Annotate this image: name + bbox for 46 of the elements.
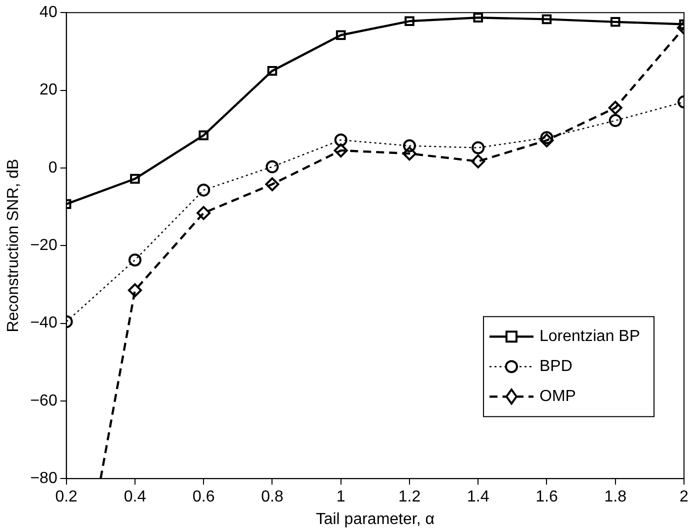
x-tick-label: 0.2 — [55, 488, 78, 506]
legend-label: Lorentzian BP — [539, 328, 640, 346]
point — [473, 12, 484, 23]
y-tick-label: −40 — [30, 314, 58, 332]
point — [267, 66, 278, 76]
point — [128, 253, 142, 266]
point — [472, 141, 485, 154]
point — [197, 184, 210, 197]
point — [196, 206, 211, 220]
x-tick-label: 1.8 — [604, 488, 627, 506]
x-tick-label: 0.4 — [124, 488, 146, 506]
point — [266, 160, 279, 174]
point — [128, 283, 142, 298]
point — [402, 146, 416, 161]
point — [540, 133, 554, 148]
legend-label: OMP — [539, 388, 576, 406]
point — [608, 114, 622, 128]
x-tick-label: 1 — [336, 488, 346, 506]
y-tick-label: 40 — [40, 4, 58, 22]
y-tick-label: 20 — [40, 82, 58, 99]
point — [198, 130, 208, 140]
y-tick-label: 0 — [48, 159, 58, 176]
legend-label: BPD — [539, 358, 572, 376]
point — [608, 100, 622, 115]
y-tick-label: −60 — [30, 392, 58, 410]
point — [336, 30, 346, 40]
x-tick-label: 0.6 — [192, 488, 215, 506]
point — [540, 131, 554, 144]
y-axis-title: Reconstruction SNR, dB — [5, 158, 22, 332]
point — [610, 17, 620, 27]
y-tick-label: −20 — [30, 237, 58, 254]
y-tick-label: −80 — [30, 470, 58, 488]
point — [334, 133, 348, 146]
x-tick-label: 1.4 — [466, 488, 490, 506]
x-tick-label: 1.2 — [398, 488, 421, 506]
x-axis-title: Tail parameter, α — [316, 510, 434, 528]
x-tick-label: 1.6 — [536, 488, 558, 506]
x-tick-label: 2 — [680, 488, 689, 506]
point — [542, 14, 552, 24]
point — [404, 16, 414, 26]
point — [334, 143, 348, 158]
point — [130, 174, 140, 184]
x-tick-label: 0.8 — [261, 488, 284, 506]
point — [265, 177, 280, 192]
point — [402, 139, 416, 152]
point — [471, 154, 486, 168]
